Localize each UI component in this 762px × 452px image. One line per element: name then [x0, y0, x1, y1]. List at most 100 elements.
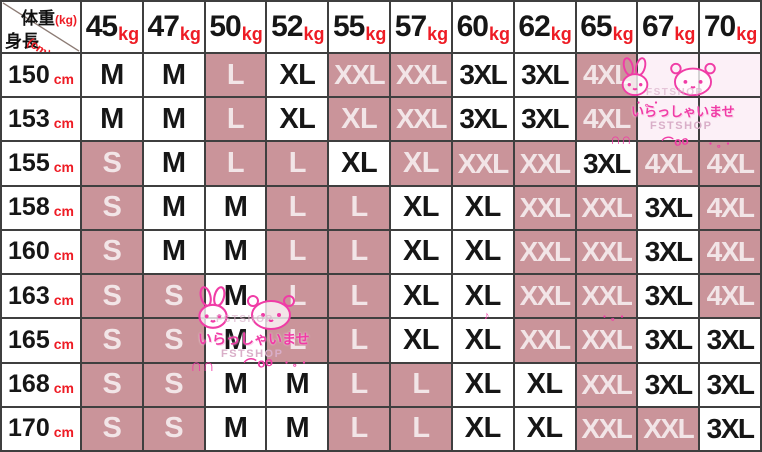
size-value: S: [164, 323, 184, 356]
size-value: S: [102, 147, 122, 180]
height-header-170cm: 170 cm: [0, 405, 82, 452]
table-row-153cm: 153 cm M M L XL XL XXL 3XL 3XL 4XL: [0, 96, 762, 143]
kg-unit-label: kg: [736, 24, 758, 44]
size-cell: XL: [450, 405, 515, 452]
size-value: M: [161, 147, 186, 180]
size-value: 3XL: [706, 368, 755, 400]
size-value: L: [412, 412, 430, 445]
size-cell: 3XL: [512, 51, 577, 99]
size-cell: 4XL: [636, 140, 701, 187]
size-value: XXL: [519, 191, 571, 223]
size-value: M: [100, 102, 124, 135]
size-value: XL: [526, 412, 564, 445]
size-cell: XL: [389, 317, 453, 364]
height-value: 155: [8, 149, 50, 178]
weight-value: 60: [456, 10, 489, 43]
size-cell: M: [203, 405, 268, 452]
size-value: L: [226, 58, 245, 91]
size-value: XL: [402, 235, 440, 268]
table-row-150cm: 150 cm M M L XL XXL XXL 3XL 3XL 4XL: [0, 51, 762, 99]
height-header-165cm: 165 cm: [0, 317, 82, 364]
size-cell: 3XL: [698, 361, 762, 408]
size-cell: 4XL: [698, 184, 762, 231]
weight-header-67kg: 67kg: [636, 0, 701, 54]
size-cell: XL: [450, 317, 515, 364]
weight-value: 45: [85, 10, 118, 43]
size-cell: 3XL: [698, 317, 762, 364]
size-cell: XXL: [389, 96, 453, 143]
size-cell: S: [80, 273, 144, 320]
table-row-170cm: 170 cm S S M M L L XL XL XXL XXL 3XL: [0, 405, 762, 452]
size-value: 4XL: [582, 59, 631, 91]
size-value: S: [164, 279, 184, 312]
cm-unit-label: cm: [53, 203, 74, 220]
size-value: XL: [402, 323, 440, 356]
size-value: 4XL: [706, 191, 755, 223]
size-cell: M: [203, 184, 268, 231]
size-cell: L: [327, 361, 392, 408]
size-value: XXL: [457, 147, 509, 179]
size-cell: S: [141, 405, 206, 452]
table-row-163cm: 163 cm S S M L L XL XL XXL XXL 3XL 4XL: [0, 273, 762, 320]
size-cell: XL: [389, 184, 453, 231]
size-value: 3XL: [644, 324, 693, 356]
weight-axis-label: 体重(kg): [21, 4, 77, 29]
height-header-153cm: 153 cm: [0, 96, 82, 143]
size-value: M: [223, 191, 248, 224]
size-value: XL: [464, 191, 502, 224]
size-value: 4XL: [706, 280, 755, 312]
size-cell: XXL: [389, 51, 453, 99]
size-cell: M: [265, 405, 330, 452]
size-value: XXL: [643, 412, 694, 444]
size-cell: 3XL: [636, 273, 701, 320]
weight-header-62kg: 62kg: [512, 0, 577, 54]
size-cell: M: [141, 228, 206, 276]
size-value: M: [161, 191, 186, 224]
size-value: M: [161, 235, 186, 268]
size-value: L: [288, 323, 307, 356]
weight-value: 50: [209, 10, 241, 43]
cm-unit-label: cm: [53, 70, 74, 87]
size-value: M: [161, 58, 186, 91]
size-cell: XXL: [574, 273, 639, 320]
size-cell: [698, 96, 762, 143]
size-value: 3XL: [644, 280, 693, 312]
size-cell: L: [389, 405, 453, 452]
size-value: S: [102, 412, 122, 445]
table-row-160cm: 160 cm S M M L L XL XL XXL XXL 3XL 4XL: [0, 228, 762, 276]
size-cell: L: [327, 273, 392, 320]
size-value: M: [223, 323, 248, 356]
diagonal-divider: [3, 3, 79, 51]
size-value: 4XL: [644, 147, 693, 179]
size-value: XL: [402, 191, 440, 224]
kg-unit-label: kg: [303, 24, 325, 44]
table-row-168cm: 168 cm S S M M L L XL XL XXL 3XL 3XL: [0, 361, 762, 408]
size-cell: 4XL: [574, 51, 639, 99]
size-value: XL: [464, 323, 502, 356]
size-cell: S: [80, 317, 144, 364]
size-value: XXL: [395, 59, 447, 91]
kg-unit-label: kg: [365, 24, 387, 44]
size-cell: XXL: [327, 51, 392, 99]
size-cell: XL: [512, 361, 577, 408]
size-cell: 4XL: [698, 273, 762, 320]
size-cell: XL: [389, 273, 453, 320]
size-cell: XXL: [512, 184, 577, 231]
weight-value: 55: [332, 10, 365, 43]
size-value: 4XL: [706, 235, 755, 267]
size-cell: M: [141, 96, 206, 143]
size-cell: [698, 51, 762, 99]
size-cell: S: [80, 184, 144, 231]
size-cell: 4XL: [698, 140, 762, 187]
cm-unit-label: cm: [53, 247, 74, 264]
size-value: 3XL: [706, 412, 755, 444]
height-value: 168: [8, 370, 50, 399]
size-cell: L: [389, 361, 453, 408]
size-cell: L: [203, 140, 268, 187]
size-cell: L: [265, 317, 330, 364]
size-value: L: [288, 235, 307, 268]
size-cell: 4XL: [698, 228, 762, 276]
size-value: 3XL: [644, 191, 693, 223]
size-value: L: [226, 102, 245, 135]
